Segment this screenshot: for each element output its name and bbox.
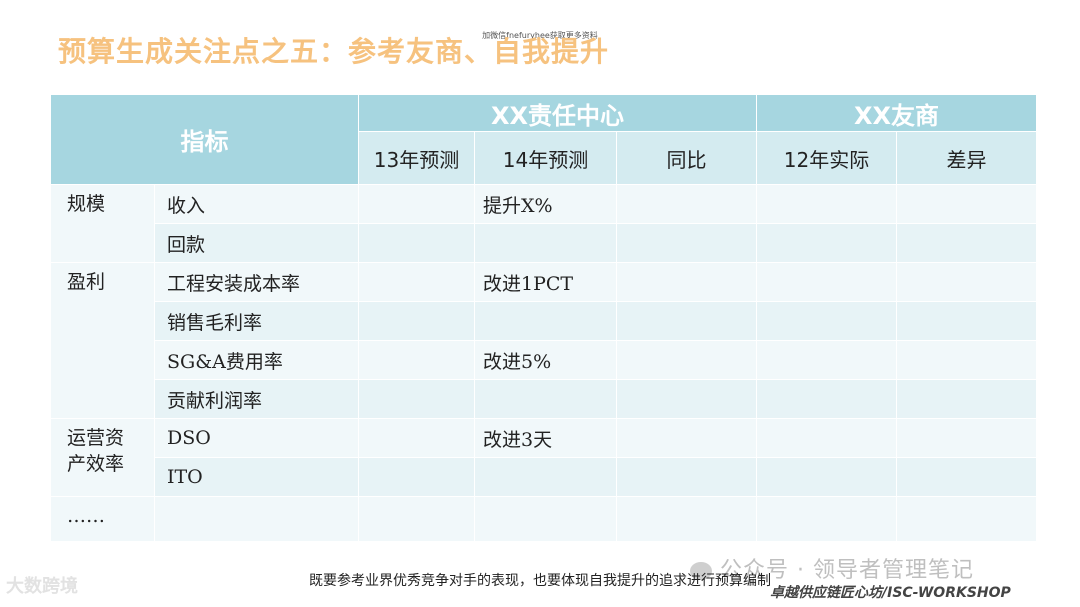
category-cell: 盈利: [50, 262, 155, 419]
indicator-cell: ITO: [154, 457, 359, 497]
col-header: 同比: [616, 131, 757, 185]
page-title: 预算生成关注点之五：参考友商、自我提升: [58, 35, 610, 68]
top-note: 加微信fnefuryhee获取更多资料: [482, 31, 598, 40]
table-row: 运营资产效率 DSO 改进3天: [50, 418, 1038, 497]
category-cell: 运营资产效率: [50, 418, 155, 497]
value-cell: [474, 496, 617, 542]
col-header: 12年实际: [756, 131, 897, 185]
watermark-left: 大数跨境: [6, 576, 78, 597]
value-cell: [474, 223, 617, 263]
caption: 既要参考业界优秀竞争对手的表现，也要体现自我提升的追求进行预算编制: [309, 573, 771, 589]
indicator-cell: 销售毛利率: [154, 301, 359, 341]
value-cell: [474, 379, 617, 419]
table-row: 盈利 工程安装成本率 改进1PCT: [50, 262, 1038, 419]
watermark-right: 公众号 · 领导者管理笔记: [690, 552, 974, 584]
indicator-cell: SG&A费用率: [154, 340, 359, 380]
table-row: ……: [50, 496, 1038, 542]
col-header: 14年预测: [474, 131, 617, 185]
category-cell: ……: [50, 496, 155, 542]
table-row: 回款: [51, 223, 1038, 263]
index-header: 指标: [50, 94, 359, 185]
col-header: 13年预测: [358, 131, 475, 185]
indicator-cell: 收入: [154, 184, 359, 224]
value-cell: [474, 457, 617, 497]
category-cell: 规模: [50, 184, 155, 263]
value-cell: 改进5%: [474, 340, 617, 380]
table-row: SG&A费用率 改进5%: [51, 340, 1038, 380]
indicator-cell: 回款: [154, 223, 359, 263]
watermark-right-text: 公众号 · 领导者管理笔记: [720, 558, 974, 583]
value-cell: 改进3天: [474, 418, 617, 458]
table-row: 贡献利润率: [51, 379, 1038, 419]
group-header-peer: XX友商: [755, 94, 1038, 132]
indicator-cell: [154, 496, 359, 542]
table-row: 销售毛利率: [51, 301, 1038, 341]
table-row: ITO: [51, 457, 1038, 497]
group-header-center: XX责任中心: [358, 94, 757, 132]
value-cell: 改进1PCT: [474, 262, 617, 302]
footer-brand: 卓越供应链匠心坊/ISC-WORKSHOP: [770, 585, 1011, 601]
col-header: 差异: [895, 131, 1038, 185]
indicator-cell: 工程安装成本率: [154, 262, 359, 302]
value-cell: 提升X%: [474, 184, 617, 224]
indicator-cell: 贡献利润率: [154, 379, 359, 419]
indicator-cell: DSO: [154, 418, 359, 458]
metrics-table: 指标 XX责任中心 XX友商 13年预测 14年预测 同比 12年实际 差异 规…: [50, 94, 1038, 542]
wechat-icon: [690, 562, 712, 580]
value-cell: [474, 301, 617, 341]
table-row: 规模 收入 提升X%: [50, 184, 1038, 263]
